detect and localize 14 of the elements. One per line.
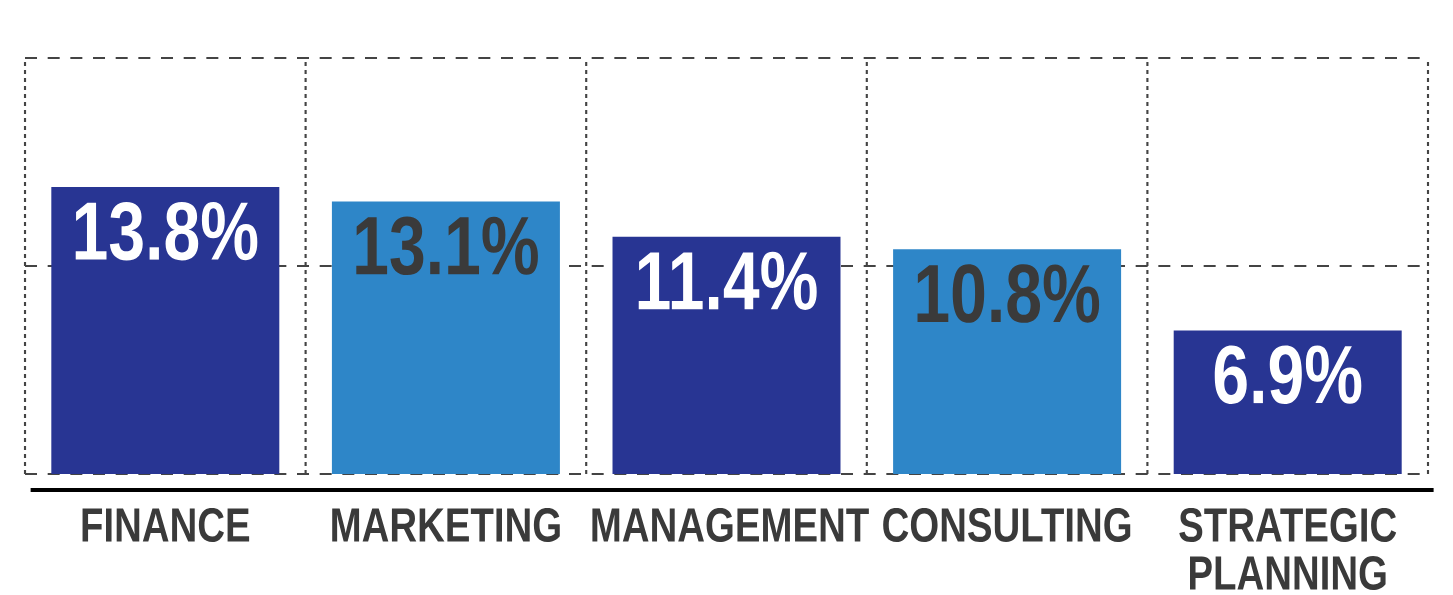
data-label: 13.8% — [75, 201, 258, 261]
x-tick-label: MANAGEMENT — [592, 508, 869, 543]
bar — [893, 249, 1122, 474]
bar — [51, 186, 280, 474]
bar — [331, 201, 560, 474]
data-label: 10.8% — [917, 264, 1100, 323]
data-label: 6.9% — [1214, 345, 1362, 404]
data-label: 13.1% — [356, 216, 538, 276]
x-tick-label: CONSULTING — [883, 508, 1131, 543]
x-tick-label: FINANCE — [82, 508, 250, 543]
x-tick-label: MARKETING — [332, 508, 560, 543]
bar — [612, 236, 841, 474]
data-label: 11.4% — [638, 251, 817, 310]
x-tick-label: STRATEGIC PLANNING — [1179, 508, 1397, 591]
